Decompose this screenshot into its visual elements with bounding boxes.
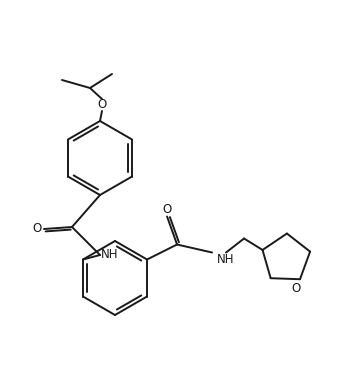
Text: O: O — [32, 223, 42, 236]
Text: O: O — [291, 282, 301, 295]
Text: NH: NH — [101, 248, 119, 262]
Text: NH: NH — [217, 253, 235, 266]
Text: O: O — [163, 203, 172, 216]
Text: O: O — [97, 99, 106, 112]
